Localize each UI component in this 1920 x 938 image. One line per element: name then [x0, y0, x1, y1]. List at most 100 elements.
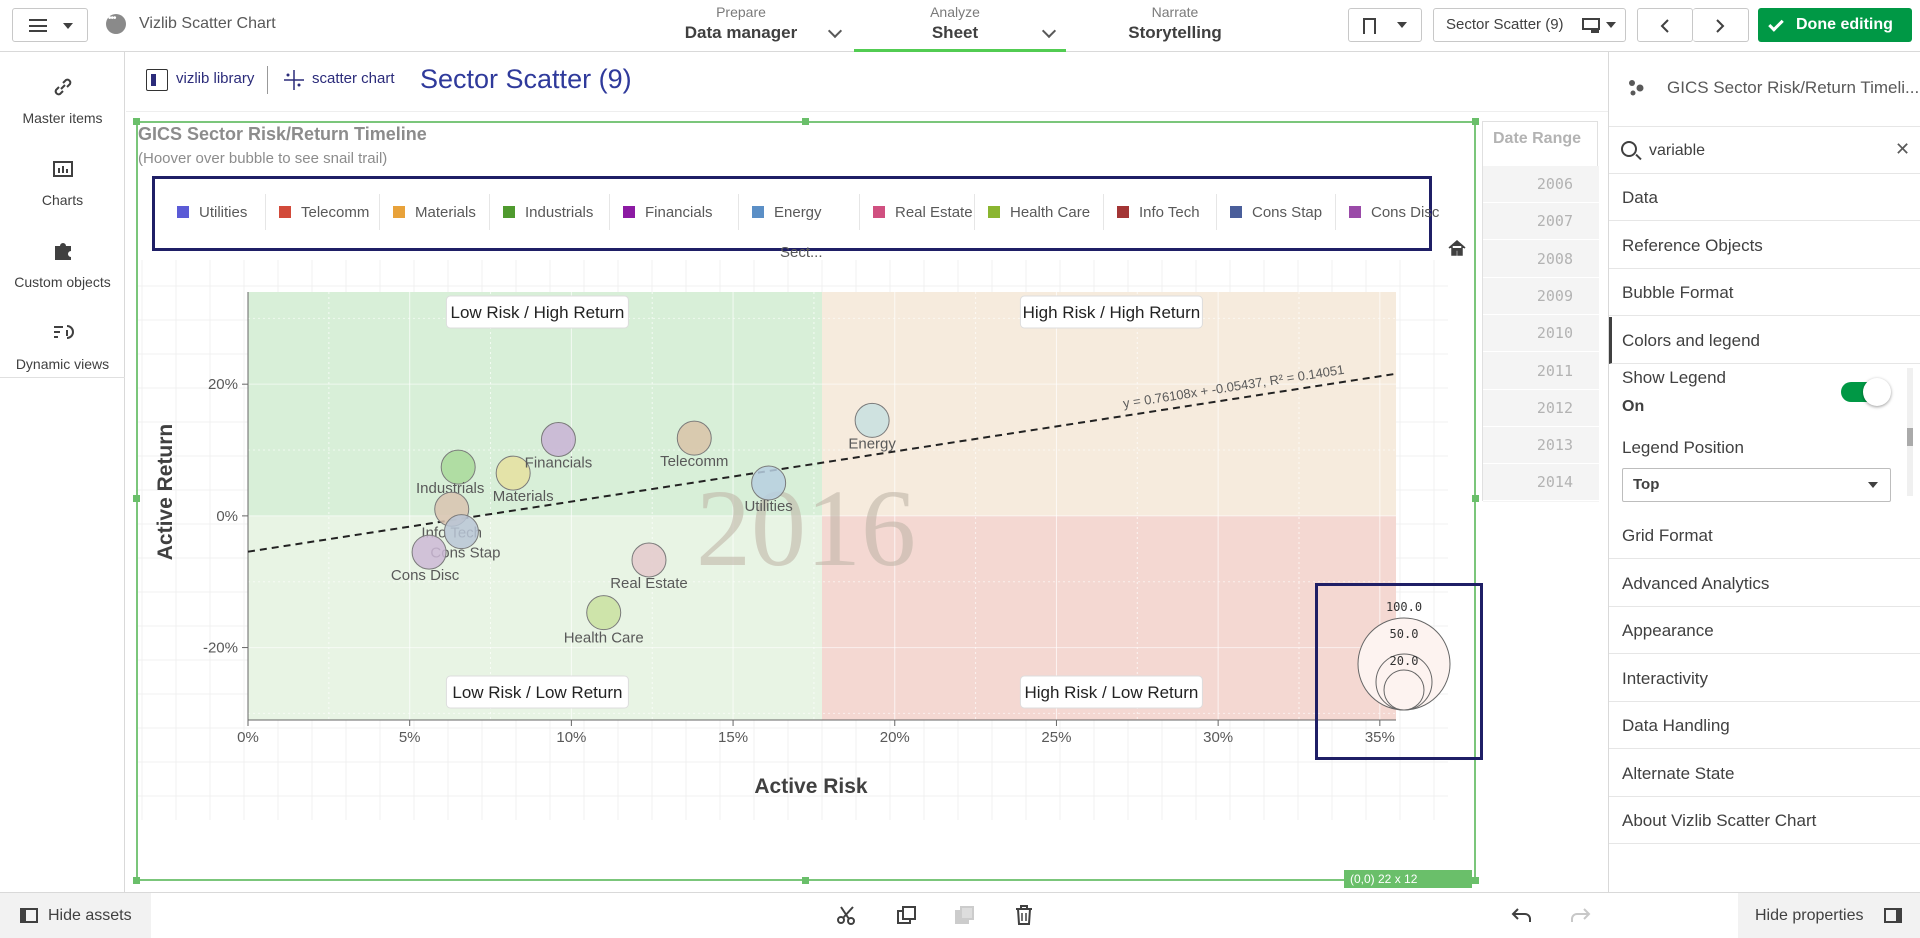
date-range-item[interactable]: 2009	[1483, 278, 1599, 315]
property-section[interactable]: Advanced Analytics	[1609, 560, 1920, 607]
legend-swatch	[623, 206, 635, 218]
close-icon[interactable]: ✕	[1895, 139, 1911, 159]
resize-handle[interactable]	[133, 877, 140, 884]
vizlib-logo-icon	[146, 69, 168, 91]
legend-swatch	[503, 206, 515, 218]
bubble[interactable]	[586, 595, 622, 631]
panel-right-icon	[1884, 908, 1902, 923]
date-range-item[interactable]: 2006	[1483, 166, 1599, 203]
bubble[interactable]	[440, 449, 476, 485]
property-section[interactable]: Data	[1609, 174, 1920, 221]
y-tick-label: 0%	[216, 508, 238, 525]
previous-sheet-button[interactable]	[1637, 8, 1693, 42]
property-section[interactable]: Grid Format	[1609, 512, 1920, 559]
next-sheet-button[interactable]	[1693, 8, 1749, 42]
legend-swatch	[1117, 206, 1129, 218]
chart-legend[interactable]: Utilities Telecomm Materials Industrials Fin…	[152, 176, 1439, 251]
show-legend-toggle[interactable]	[1841, 378, 1891, 406]
bubble-label: Utilities	[744, 498, 792, 515]
date-range-item[interactable]: 2008	[1483, 241, 1599, 278]
custom-objects-button[interactable]: Custom objects	[0, 224, 125, 304]
property-search-input[interactable]	[1649, 139, 1879, 163]
divider	[0, 377, 125, 378]
date-range-item[interactable]: 2014	[1483, 464, 1599, 502]
legend-item[interactable]: Financials	[623, 204, 713, 221]
cut-icon[interactable]	[835, 904, 859, 926]
legend-item[interactable]: Cons Stap	[1230, 204, 1322, 221]
nav-narrate[interactable]: Narrate Storytelling	[1120, 4, 1230, 50]
legend-item[interactable]: Real Estate	[873, 204, 973, 221]
bubble[interactable]	[540, 421, 576, 457]
date-range-item[interactable]: 2007	[1483, 203, 1599, 241]
bubble[interactable]	[751, 465, 787, 501]
bubble[interactable]	[676, 420, 712, 456]
legend-label: Health Care	[1010, 204, 1091, 221]
dynamic-views-icon	[54, 325, 74, 339]
legend-label: Materials	[415, 204, 476, 221]
legend-item[interactable]: Energy	[752, 204, 822, 221]
prepare-chevron-icon[interactable]	[827, 23, 843, 39]
bookmarks-button[interactable]	[1348, 8, 1422, 42]
year-watermark: 2016	[696, 467, 916, 589]
sheet-selector[interactable]: Sector Scatter (9)	[1433, 8, 1626, 42]
property-section[interactable]: Data Handling	[1609, 702, 1920, 749]
date-range-item[interactable]: 2011	[1483, 353, 1599, 390]
bubble[interactable]	[411, 534, 447, 570]
property-section[interactable]: Bubble Format	[1609, 269, 1920, 316]
resize-handle[interactable]	[133, 118, 140, 125]
chart-subtitle: (Hoover over bubble to see snail trail)	[138, 150, 388, 167]
date-range-item[interactable]: 2010	[1483, 315, 1599, 353]
resize-handle[interactable]	[802, 118, 809, 125]
property-section[interactable]: About Vizlib Scatter Chart	[1609, 797, 1920, 844]
property-section[interactable]: Alternate State	[1609, 750, 1920, 797]
resize-handle[interactable]	[1472, 877, 1479, 884]
resize-handle[interactable]	[802, 877, 809, 884]
legend-item[interactable]: Materials	[393, 204, 476, 221]
copy-icon[interactable]	[895, 904, 919, 926]
undo-icon[interactable]	[1510, 904, 1534, 926]
legend-item[interactable]: Telecomm	[279, 204, 369, 221]
bubble[interactable]	[495, 455, 531, 491]
delete-icon[interactable]	[1012, 904, 1036, 926]
done-editing-button[interactable]: Done editing	[1758, 8, 1912, 42]
master-items-button[interactable]: Master items	[0, 60, 125, 140]
property-section[interactable]: Appearance	[1609, 607, 1920, 654]
scrollbar-thumb[interactable]	[1907, 428, 1913, 446]
quadrant-label: Low Risk / High Return	[445, 295, 629, 329]
scatter-plot[interactable]: 2016 0% 5% 10% 15% 20% 25% 30% 35%-20%0%20% y =…	[138, 260, 1448, 820]
nav-prepare[interactable]: Prepare Data manager	[678, 4, 804, 50]
date-range-list[interactable]: 2006 2007 2008 2009 2010 2011 2012 2013 2014	[1483, 166, 1599, 502]
home-icon[interactable]	[1447, 238, 1467, 258]
hide-assets-button[interactable]: Hide assets	[0, 893, 151, 938]
sheet-title[interactable]: Sector Scatter (9)	[420, 64, 632, 94]
legend-item[interactable]: Industrials	[503, 204, 593, 221]
property-section[interactable]: Colors and legend	[1609, 316, 1920, 364]
scrollbar[interactable]	[1907, 368, 1913, 496]
analyze-chevron-icon[interactable]	[1041, 23, 1057, 39]
navigation-menu-button[interactable]	[12, 8, 88, 42]
resize-handle[interactable]	[1472, 118, 1479, 125]
legend-item[interactable]: Info Tech	[1117, 204, 1200, 221]
bubble[interactable]	[854, 402, 890, 438]
resize-handle[interactable]	[1472, 495, 1479, 502]
property-section[interactable]: Reference Objects	[1609, 222, 1920, 269]
legend-position-select[interactable]: Top	[1622, 468, 1891, 502]
resize-handle[interactable]	[133, 495, 140, 502]
charts-button[interactable]: Charts	[0, 142, 125, 222]
hide-properties-button[interactable]: Hide properties	[1738, 893, 1920, 938]
top-toolbar: Vizlib Scatter Chart Prepare Data manage…	[0, 0, 1920, 52]
bubble[interactable]	[443, 514, 479, 550]
bottom-toolbar: Hide assets Hide properties	[0, 892, 1920, 938]
legend-item[interactable]: Cons Disc	[1349, 204, 1439, 221]
master-items-label: Master items	[22, 110, 103, 126]
nav-analyze[interactable]: Analyze Sheet	[900, 4, 1010, 50]
legend-item[interactable]: Utilities	[177, 204, 247, 221]
property-section[interactable]: Interactivity	[1609, 655, 1920, 702]
dynamic-views-button[interactable]: Dynamic views	[0, 306, 125, 386]
legend-swatch	[988, 206, 1000, 218]
size-legend-label: 20.0	[1390, 654, 1419, 668]
date-range-item[interactable]: 2013	[1483, 427, 1599, 465]
bubble[interactable]	[631, 542, 667, 578]
date-range-item[interactable]: 2012	[1483, 390, 1599, 427]
legend-item[interactable]: Health Care	[988, 204, 1090, 221]
